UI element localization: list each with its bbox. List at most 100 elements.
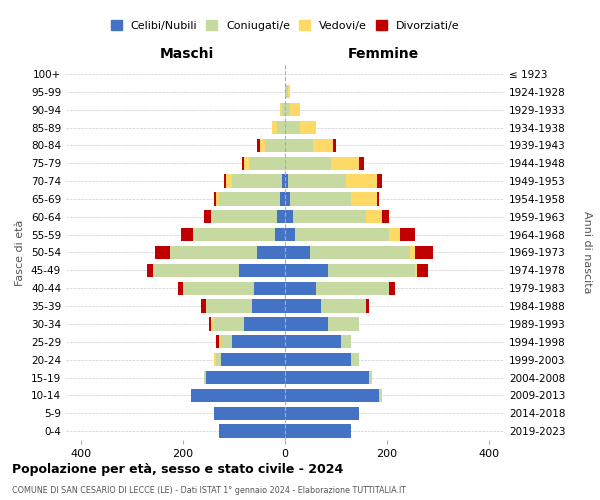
Bar <box>334 138 336 152</box>
Bar <box>203 371 206 384</box>
Bar <box>285 406 359 420</box>
Bar <box>155 246 170 259</box>
Bar <box>183 282 254 295</box>
Bar <box>283 103 285 117</box>
Bar <box>232 174 283 188</box>
Bar <box>219 424 285 438</box>
Bar <box>313 138 334 152</box>
Bar <box>250 156 285 170</box>
Bar <box>203 210 211 224</box>
Bar <box>181 228 193 241</box>
Bar <box>239 264 285 277</box>
Bar <box>257 138 260 152</box>
Bar <box>170 246 257 259</box>
Bar <box>285 264 328 277</box>
Bar <box>310 246 410 259</box>
Bar <box>351 192 377 205</box>
Text: COMUNE DI SAN CESARIO DI LECCE (LE) - Dati ISTAT 1° gennaio 2024 - Elaborazione : COMUNE DI SAN CESARIO DI LECCE (LE) - Da… <box>12 486 406 495</box>
Bar <box>242 156 244 170</box>
Bar <box>287 174 346 188</box>
Bar <box>148 264 152 277</box>
Bar <box>201 300 206 313</box>
Legend: Celibi/Nubili, Coniugati/e, Vedovi/e, Divorziati/e: Celibi/Nubili, Coniugati/e, Vedovi/e, Di… <box>109 18 461 33</box>
Bar <box>287 85 290 98</box>
Bar <box>290 192 351 205</box>
Bar <box>206 300 252 313</box>
Bar <box>152 264 239 277</box>
Bar <box>328 317 359 330</box>
Bar <box>219 192 280 205</box>
Bar <box>382 210 389 224</box>
Bar <box>415 246 433 259</box>
Y-axis label: Fasce di età: Fasce di età <box>16 220 25 286</box>
Bar <box>285 228 295 241</box>
Bar <box>257 246 285 259</box>
Bar <box>285 300 320 313</box>
Bar <box>285 174 287 188</box>
Bar <box>320 300 367 313</box>
Bar <box>254 282 285 295</box>
Bar <box>415 264 418 277</box>
Bar <box>377 174 382 188</box>
Bar <box>211 317 214 330</box>
Bar <box>377 192 379 205</box>
Y-axis label: Anni di nascita: Anni di nascita <box>582 211 592 294</box>
Bar <box>328 264 415 277</box>
Bar <box>285 103 290 117</box>
Bar <box>285 317 328 330</box>
Bar <box>300 121 316 134</box>
Bar <box>216 335 219 348</box>
Bar <box>341 335 351 348</box>
Bar <box>285 282 316 295</box>
Bar <box>285 371 369 384</box>
Bar <box>285 138 313 152</box>
Bar <box>232 335 285 348</box>
Text: Femmine: Femmine <box>348 48 419 62</box>
Bar <box>265 138 285 152</box>
Bar <box>295 228 389 241</box>
Bar <box>285 353 351 366</box>
Bar <box>280 192 285 205</box>
Bar <box>226 174 232 188</box>
Bar <box>224 174 226 188</box>
Bar <box>359 156 364 170</box>
Bar <box>221 353 285 366</box>
Bar <box>400 228 415 241</box>
Bar <box>219 335 221 348</box>
Bar <box>252 300 285 313</box>
Bar <box>316 282 389 295</box>
Bar <box>285 192 290 205</box>
Bar <box>280 103 283 117</box>
Bar <box>209 317 211 330</box>
Bar <box>367 210 382 224</box>
Bar <box>193 228 275 241</box>
Bar <box>214 192 216 205</box>
Text: Maschi: Maschi <box>160 48 214 62</box>
Bar <box>272 121 277 134</box>
Bar <box>290 103 300 117</box>
Bar <box>379 388 382 402</box>
Bar <box>214 406 285 420</box>
Bar <box>346 174 377 188</box>
Bar <box>206 371 285 384</box>
Bar <box>277 210 285 224</box>
Bar <box>293 210 367 224</box>
Bar <box>389 228 400 241</box>
Bar <box>418 264 428 277</box>
Bar <box>389 282 395 295</box>
Bar <box>285 85 287 98</box>
Bar <box>277 121 285 134</box>
Bar <box>214 353 216 366</box>
Bar <box>367 300 369 313</box>
Bar <box>216 353 221 366</box>
Bar <box>221 335 232 348</box>
Bar <box>285 121 300 134</box>
Bar <box>216 192 219 205</box>
Bar <box>283 174 285 188</box>
Bar <box>275 228 285 241</box>
Bar <box>214 317 244 330</box>
Bar <box>244 156 250 170</box>
Bar <box>285 335 341 348</box>
Bar <box>211 210 277 224</box>
Bar <box>285 424 351 438</box>
